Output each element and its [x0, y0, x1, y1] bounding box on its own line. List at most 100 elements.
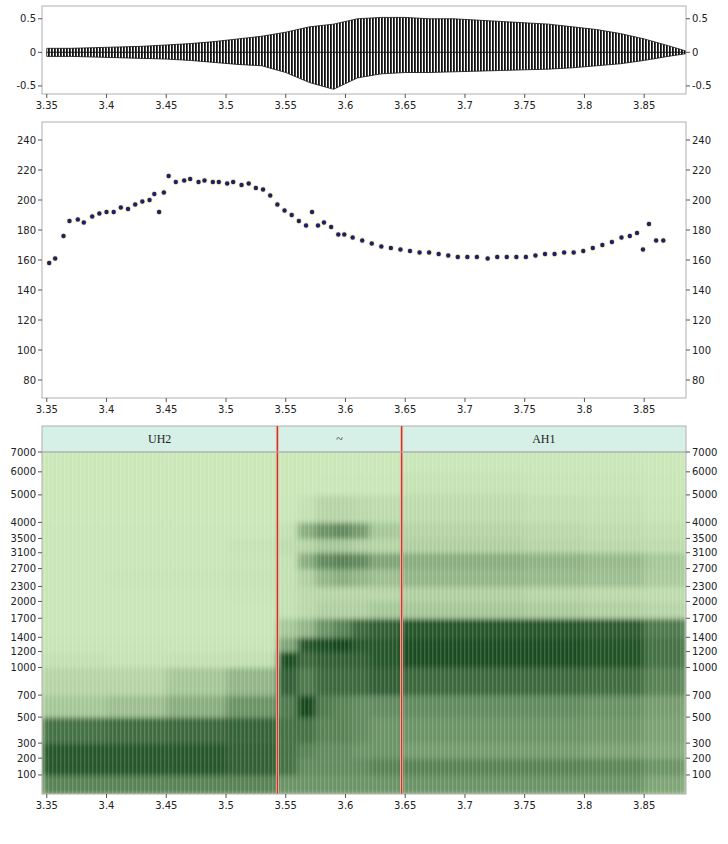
pitch-point: [370, 241, 374, 245]
x-tick-label: 3.45: [155, 800, 177, 811]
y-tick: [38, 200, 42, 201]
y-tick-label: 3100: [11, 547, 36, 558]
x-tick: [524, 794, 525, 798]
y-tick: [38, 320, 42, 321]
axes: 3.353.43.453.53.553.63.653.73.753.83.85-…: [16, 6, 711, 111]
pitch-point: [290, 213, 294, 217]
figure: 3.353.43.453.53.553.63.653.73.753.83.85-…: [0, 0, 728, 844]
pitch-point: [641, 247, 645, 251]
y-tick-label-right: 2000: [692, 596, 717, 607]
y-tick-label-right: 0.5: [692, 13, 708, 24]
y-tick-right: [686, 52, 690, 53]
x-tick: [46, 94, 47, 98]
x-tick-label: 3.6: [338, 100, 354, 111]
y-tick-right: [686, 717, 690, 718]
pitch-point: [310, 210, 314, 214]
pitch-point: [133, 202, 137, 206]
x-tick: [285, 398, 286, 402]
pitch-point: [514, 255, 518, 259]
y-tick-label: 0: [30, 47, 36, 58]
pitch-point: [202, 178, 206, 182]
y-tick-label: 1700: [11, 613, 36, 624]
y-tick-label-right: 3500: [692, 533, 717, 544]
y-tick: [38, 471, 42, 472]
pitch-point: [126, 207, 130, 211]
pitch-point: [635, 231, 639, 235]
pitch-point: [90, 214, 94, 218]
y-tick-right: [686, 586, 690, 587]
y-tick-right: [686, 667, 690, 668]
y-tick: [38, 522, 42, 523]
segment-boundary-glow: [276, 426, 279, 794]
y-tick: [38, 452, 42, 453]
waveform-lower: [47, 52, 686, 89]
y-tick-label-right: 100: [692, 345, 711, 356]
pitch-point: [97, 211, 101, 215]
x-tick: [166, 794, 167, 798]
y-tick-label-right: 1400: [692, 632, 717, 643]
pitch-point: [254, 186, 258, 190]
x-tick: [524, 398, 525, 402]
y-tick-label: 5000: [11, 489, 36, 500]
pitch-point: [628, 234, 632, 238]
x-tick-label: 3.5: [218, 800, 234, 811]
pitch-point: [524, 255, 528, 259]
pitch-point: [162, 190, 166, 194]
y-tick-label: 1000: [11, 662, 36, 673]
x-tick-label: 3.5: [218, 404, 234, 415]
y-tick: [38, 667, 42, 668]
x-tick-label: 3.7: [457, 404, 473, 415]
x-tick: [46, 398, 47, 402]
x-tick-label: 3.35: [36, 100, 58, 111]
plot-area: [47, 174, 666, 265]
x-tick: [405, 398, 406, 402]
y-tick-label: 100: [17, 769, 36, 780]
x-tick-label: 3.8: [576, 800, 592, 811]
y-tick-label: 160: [17, 255, 36, 266]
pitch-point: [188, 177, 192, 181]
x-tick: [644, 94, 645, 98]
x-tick: [584, 794, 585, 798]
x-tick-label: 3.75: [514, 404, 536, 415]
plot-frame: [42, 452, 686, 794]
y-tick-label-right: 200: [692, 195, 711, 206]
x-tick-label: 3.65: [394, 800, 416, 811]
x-tick-label: 3.85: [633, 100, 655, 111]
y-tick-label-right: 300: [692, 738, 711, 749]
y-tick-label: 700: [17, 690, 36, 701]
y-tick-right: [686, 494, 690, 495]
y-tick: [38, 586, 42, 587]
y-tick: [38, 618, 42, 619]
y-tick-right: [686, 85, 690, 86]
y-tick: [38, 695, 42, 696]
plot-area: [42, 452, 686, 794]
pitch-point: [647, 222, 651, 226]
x-tick: [405, 794, 406, 798]
pitch-point: [427, 250, 431, 254]
y-tick-label: 100: [17, 345, 36, 356]
plot-frame: [42, 122, 686, 398]
x-tick-label: 3.6: [338, 404, 354, 415]
y-tick-label-right: 2700: [692, 563, 717, 574]
pitch-point: [239, 183, 243, 187]
pitch-point: [581, 249, 585, 253]
segment-label: UH2: [148, 432, 171, 446]
pitch-point: [591, 246, 595, 250]
y-tick-label: 120: [17, 315, 36, 326]
pitch-point: [436, 252, 440, 256]
y-tick-right: [686, 350, 690, 351]
x-tick: [106, 794, 107, 798]
x-tick: [464, 794, 465, 798]
x-tick-label: 3.55: [275, 800, 297, 811]
pitch-point: [610, 240, 614, 244]
pitch-point: [174, 180, 178, 184]
x-tick: [405, 94, 406, 98]
y-tick-label-right: 100: [692, 769, 711, 780]
spectrogram-cells: [42, 452, 686, 794]
pitch-point: [275, 202, 279, 206]
y-tick: [38, 601, 42, 602]
y-tick-right: [686, 637, 690, 638]
x-tick: [464, 398, 465, 402]
x-tick-label: 3.35: [36, 404, 58, 415]
y-tick-label-right: 3100: [692, 547, 717, 558]
